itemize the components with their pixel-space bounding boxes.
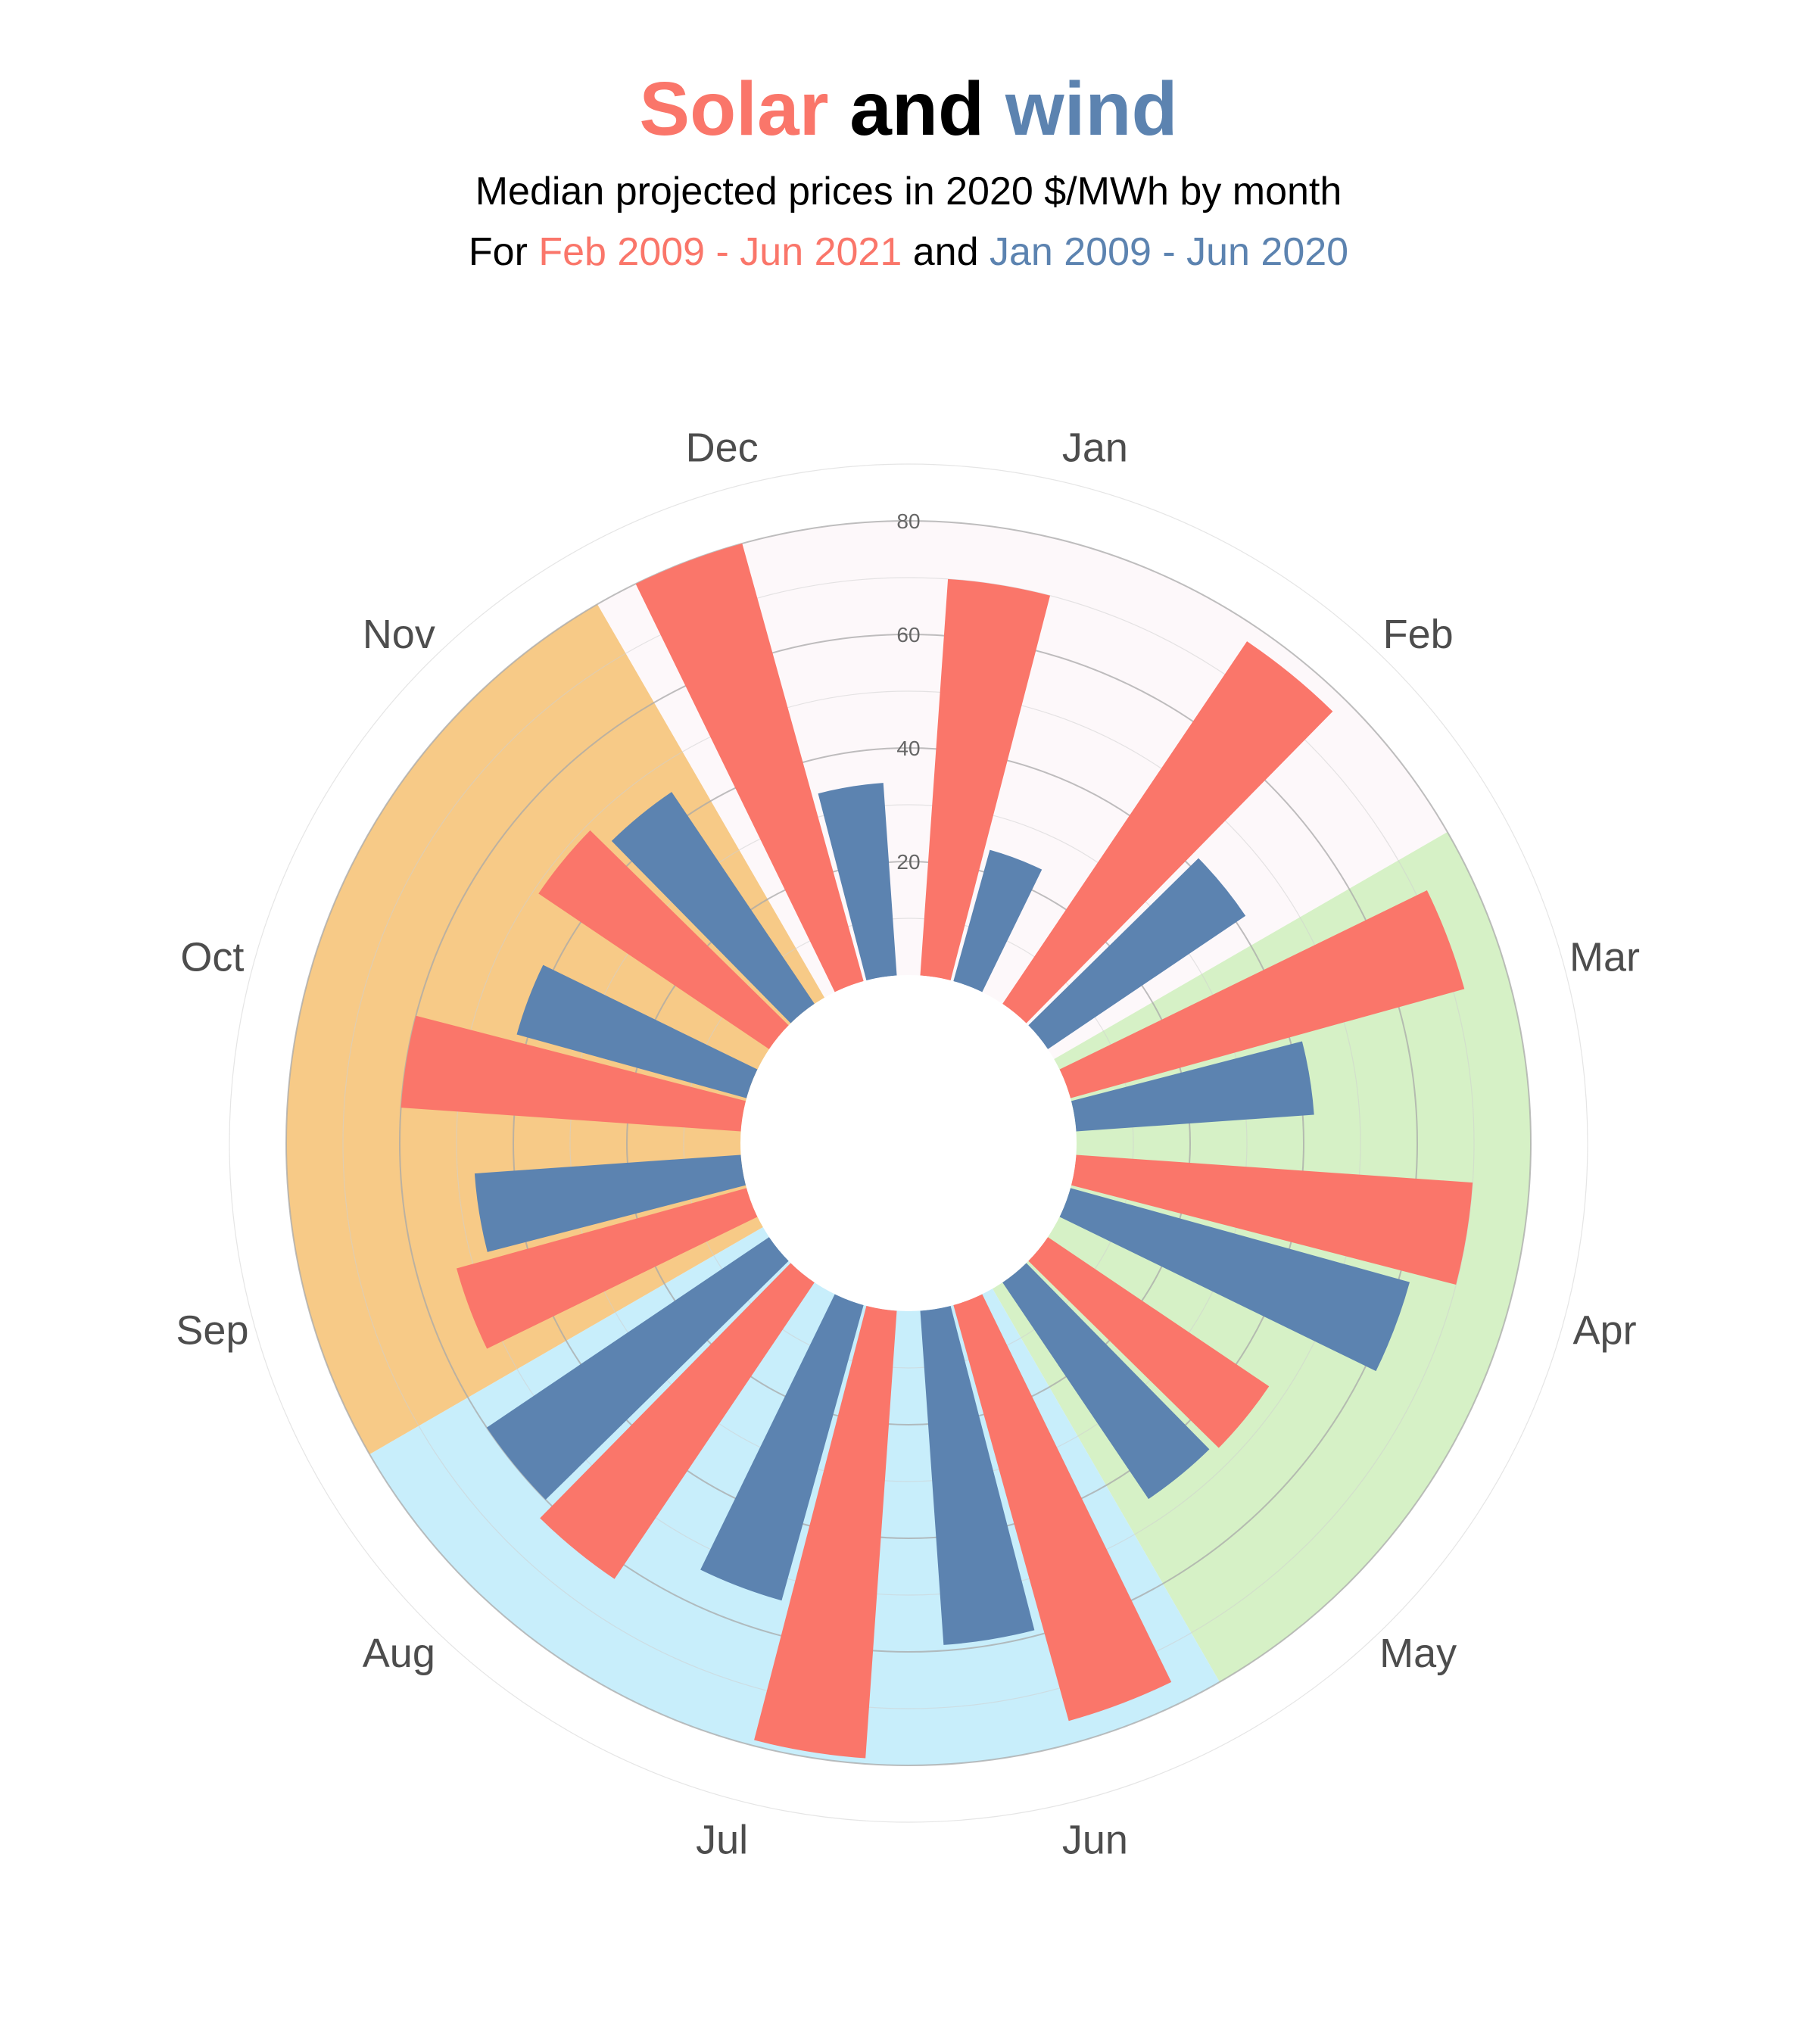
month-label-apr: Apr bbox=[1573, 1307, 1637, 1353]
month-labels: Jan Feb Mar Apr May Jun Jul Aug Sep Oct Nov Dec bbox=[176, 425, 1640, 1862]
month-label-dec: Dec bbox=[686, 425, 759, 470]
month-label-jan: Jan bbox=[1062, 425, 1128, 470]
bar-solar-sep bbox=[457, 1188, 758, 1349]
month-label-feb: Feb bbox=[1383, 612, 1454, 657]
title-wind: wind bbox=[1005, 67, 1178, 151]
subtitle-wind-range: Jan 2009 - Jun 2020 bbox=[990, 230, 1348, 274]
bar-solar-dec bbox=[635, 543, 864, 992]
bar-wind-feb bbox=[1028, 858, 1246, 1049]
bars bbox=[400, 543, 1473, 1759]
tick-label-60: 60 bbox=[896, 623, 920, 647]
tick-label-40: 40 bbox=[896, 737, 920, 760]
bar-wind-may bbox=[1002, 1263, 1210, 1500]
bar-wind-dec bbox=[818, 783, 897, 981]
bar-solar-mar bbox=[1059, 890, 1465, 1098]
grid-circle-70 bbox=[342, 577, 1475, 1709]
bar-solar-jul bbox=[754, 1305, 897, 1759]
month-label-mar: Mar bbox=[1569, 935, 1640, 980]
bar-wind-jun bbox=[920, 1305, 1035, 1645]
subtitle-and: and bbox=[902, 230, 990, 274]
chart-title: Solar and wind bbox=[639, 67, 1177, 151]
subtitle-for: For bbox=[469, 230, 538, 274]
bar-solar-oct bbox=[400, 1015, 746, 1132]
bar-solar-feb bbox=[1002, 641, 1333, 1024]
month-label-jul: Jul bbox=[696, 1818, 748, 1863]
month-label-may: May bbox=[1379, 1631, 1457, 1676]
month-label-jun: Jun bbox=[1062, 1818, 1128, 1863]
bar-solar-jun bbox=[953, 1294, 1172, 1722]
grid-circle-40 bbox=[513, 747, 1304, 1539]
title-solar: Solar bbox=[639, 67, 828, 151]
chart-subtitle-line1: Median projected prices in 2020 $/MWh by… bbox=[475, 170, 1342, 213]
bar-wind-apr bbox=[1059, 1188, 1410, 1372]
bar-wind-nov bbox=[611, 792, 815, 1024]
grid-circle-20 bbox=[626, 861, 1191, 1426]
title-and: and bbox=[829, 67, 1005, 151]
bar-solar-nov bbox=[538, 830, 789, 1049]
bar-solar-apr bbox=[1071, 1154, 1473, 1285]
grid-circle-30 bbox=[569, 804, 1248, 1482]
radial-tick-labels: 20 40 60 80 bbox=[896, 509, 920, 874]
grid-circle-60 bbox=[399, 634, 1418, 1653]
bar-wind-mar bbox=[1071, 1041, 1314, 1132]
center-hole bbox=[740, 975, 1077, 1311]
grid-circle-80 bbox=[285, 520, 1532, 1766]
bar-wind-aug bbox=[486, 1237, 789, 1500]
center-hole-circle bbox=[740, 975, 1077, 1311]
grid-circle-90 bbox=[229, 463, 1588, 1823]
bar-solar-jan bbox=[920, 578, 1051, 981]
month-label-sep: Sep bbox=[176, 1307, 248, 1353]
bar-wind-oct bbox=[516, 964, 758, 1098]
tick-label-80: 80 bbox=[896, 509, 920, 533]
bar-wind-jan bbox=[953, 849, 1043, 992]
subtitle-solar-range: Feb 2009 - Jun 2021 bbox=[538, 230, 902, 274]
month-label-oct: Oct bbox=[180, 935, 244, 980]
chart-subtitle-line2: For Feb 2009 - Jun 2021 and Jan 2009 - J… bbox=[469, 230, 1348, 274]
grid-circle-10 bbox=[683, 918, 1134, 1369]
grid-circle-50 bbox=[456, 690, 1361, 1596]
bar-solar-aug bbox=[540, 1263, 815, 1579]
bar-wind-sep bbox=[474, 1154, 746, 1252]
tick-label-20: 20 bbox=[896, 850, 920, 874]
radial-grid bbox=[229, 463, 1588, 1823]
month-label-aug: Aug bbox=[363, 1631, 435, 1676]
bar-wind-jul bbox=[700, 1294, 864, 1601]
bar-solar-may bbox=[1028, 1237, 1270, 1448]
month-label-nov: Nov bbox=[363, 612, 435, 657]
